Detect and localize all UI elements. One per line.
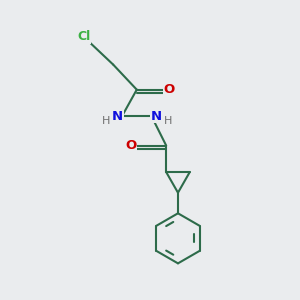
Text: Cl: Cl bbox=[77, 30, 90, 43]
Text: N: N bbox=[112, 110, 123, 123]
Text: N: N bbox=[150, 110, 161, 123]
Text: O: O bbox=[125, 139, 136, 152]
Text: H: H bbox=[164, 116, 172, 126]
Text: H: H bbox=[102, 116, 110, 126]
Text: O: O bbox=[164, 83, 175, 96]
